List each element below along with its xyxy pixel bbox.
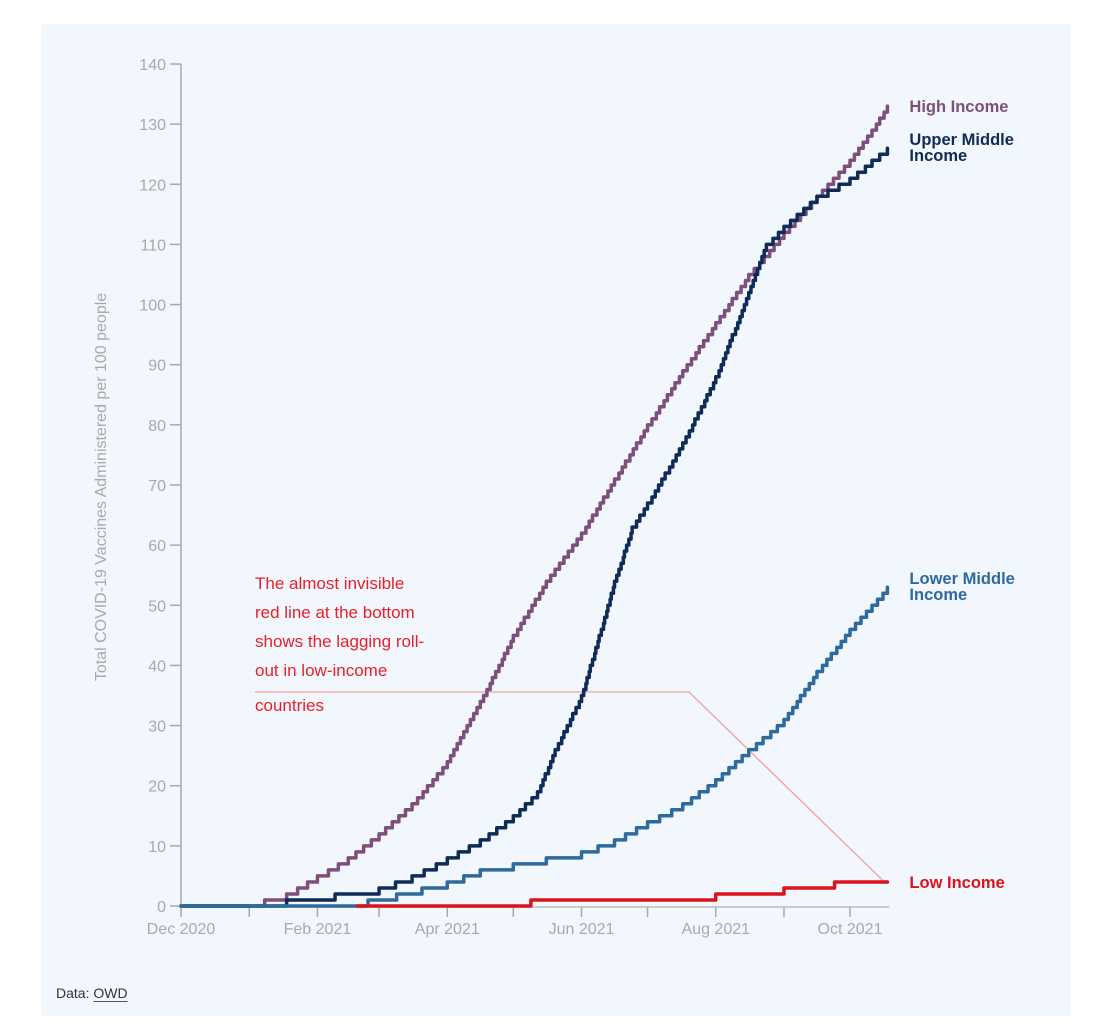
y-tick-label: 10: [148, 839, 166, 856]
annotation-text-line: countries: [255, 696, 324, 715]
x-tick-label: Aug 2021: [682, 921, 751, 938]
series-label-line: Income: [909, 147, 967, 165]
annotation-text-line: out in low-income: [255, 661, 387, 680]
series-line-high-income: [179, 104, 890, 908]
y-tick-label: 40: [148, 658, 166, 675]
data-source: Data: OWD: [56, 985, 128, 1001]
y-tick-label: 30: [148, 719, 166, 736]
series-line-low-income: [355, 880, 890, 908]
annotation-text-line: shows the lagging roll-: [255, 632, 424, 651]
y-tick-label: 0: [157, 899, 166, 916]
y-tick-label: 110: [140, 237, 166, 254]
chart-panel: [41, 24, 1070, 1016]
series-label-line: Income: [909, 586, 967, 604]
y-axis: 0 10 20 30 40 50 60 70 80 90 100 110 120 130 140: [139, 57, 182, 916]
y-tick-label: 90: [148, 358, 166, 375]
series-label-lower-middle-income: Lower Middle Income: [909, 570, 1014, 604]
y-tick-label: 140: [139, 57, 166, 74]
series-label-line: Upper Middle: [909, 131, 1014, 149]
y-tick-label: 60: [148, 538, 166, 555]
x-tick-label: Oct 2021: [818, 921, 883, 938]
annotation: The almost invisible red line at the bott…: [255, 574, 885, 883]
series-line-lower-middle-income: [179, 585, 890, 908]
y-tick-label: 50: [148, 598, 166, 615]
x-axis: Dec 2020 Feb 2021 Apr 2021 Jun 2021 Aug 2021…: [147, 906, 890, 938]
x-tick-label: Feb 2021: [284, 921, 352, 938]
y-tick-label: 70: [148, 478, 166, 495]
series-lines: [179, 104, 890, 908]
y-tick-label: 130: [139, 117, 166, 134]
y-tick-label: 20: [148, 779, 166, 796]
y-tick-label: 120: [139, 177, 166, 194]
series-label-low-income: Low Income: [909, 874, 1004, 892]
series-label-line: High Income: [909, 98, 1008, 116]
y-tick-label: 100: [139, 298, 166, 315]
series-line-upper-middle-income: [179, 146, 890, 908]
series-label-line: Lower Middle: [909, 570, 1014, 588]
source-link[interactable]: OWD: [93, 985, 128, 1001]
source-prefix: Data:: [56, 985, 94, 1001]
series-label-upper-middle-income: Upper Middle Income: [909, 131, 1014, 165]
y-axis-title: Total COVID-19 Vaccines Administered per…: [93, 293, 110, 681]
series-label-high-income: High Income: [909, 98, 1008, 116]
y-tick-label: 80: [148, 418, 166, 435]
annotation-connector: [255, 691, 885, 883]
series-label-line: Low Income: [909, 874, 1004, 892]
annotation-text-line: red line at the bottom: [255, 603, 415, 622]
x-tick-label: Dec 2020: [147, 921, 216, 938]
x-tick-label: Apr 2021: [415, 921, 480, 938]
annotation-text-line: The almost invisible: [255, 574, 404, 593]
x-tick-label: Jun 2021: [549, 921, 615, 938]
